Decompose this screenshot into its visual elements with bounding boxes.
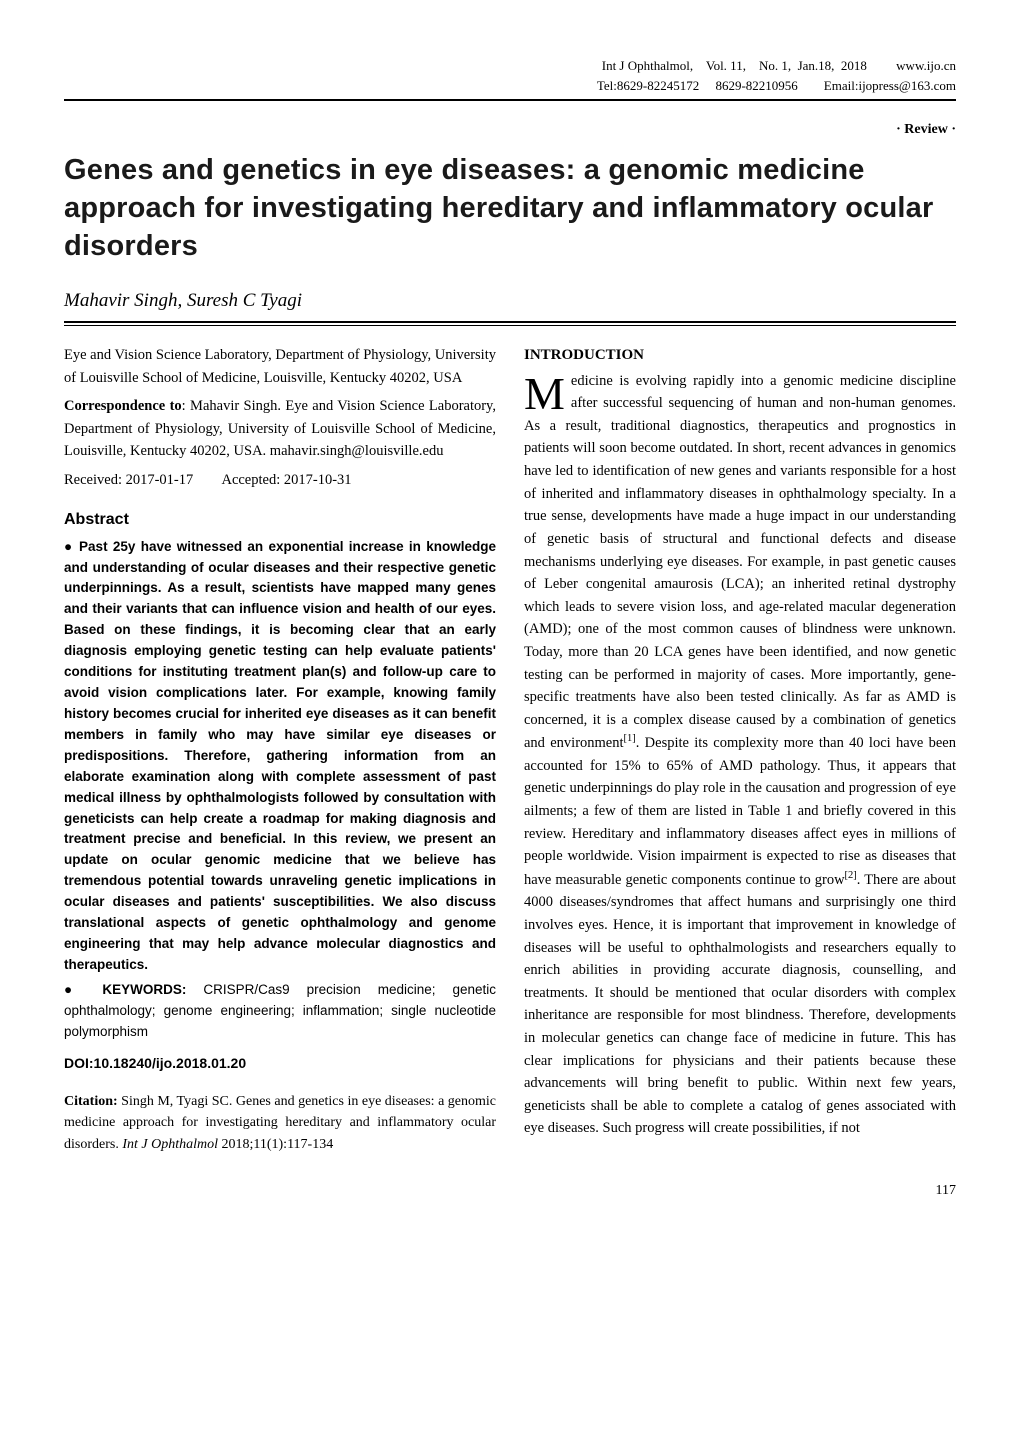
accepted-date: Accepted: 2017-10-31 <box>221 472 351 488</box>
header-email: Email:ijopress@163.com <box>824 78 956 93</box>
affiliation: Eye and Vision Science Laboratory, Depar… <box>64 344 496 389</box>
header-journal: Int J Ophthalmol, <box>602 58 693 73</box>
keywords: ● KEYWORDS: CRISPR/Cas9 precision medici… <box>64 980 496 1043</box>
two-column-layout: Eye and Vision Science Laboratory, Depar… <box>64 344 956 1156</box>
article-type-tag: · Review · <box>64 119 956 141</box>
journal-header: Int J Ophthalmol, Vol. 11, No. 1, Jan.18… <box>64 56 956 101</box>
author-rule-thin <box>64 325 956 326</box>
citation-journal: Int J Ophthalmol <box>122 1137 218 1152</box>
intro-text-2: . Despite its complexity more than 40 lo… <box>524 735 956 887</box>
header-line-2: Tel:8629-82245172 8629-82210956 Email:ij… <box>64 76 956 96</box>
right-column: INTRODUCTION Medicine is evolving rapidl… <box>524 344 956 1156</box>
doi: DOI:10.18240/ijo.2018.01.20 <box>64 1053 496 1075</box>
abstract-body: ● Past 25y have witnessed an exponential… <box>64 537 496 976</box>
page: Int J Ophthalmol, Vol. 11, No. 1, Jan.18… <box>0 0 1020 1242</box>
author-rule-thick <box>64 321 956 323</box>
citation-loc: 2018;11(1):117-134 <box>218 1137 333 1152</box>
intro-text-3: . There are about 4000 diseases/syndrome… <box>524 872 956 1137</box>
introduction-body: Medicine is evolving rapidly into a geno… <box>524 370 956 1140</box>
article-title: Genes and genetics in eye diseases: a ge… <box>64 151 956 266</box>
left-column: Eye and Vision Science Laboratory, Depar… <box>64 344 496 1156</box>
abstract-heading: Abstract <box>64 508 496 533</box>
date-spacer <box>193 472 221 488</box>
header-site: www.ijo.cn <box>896 58 956 73</box>
dates: Received: 2017-01-17 Accepted: 2017-10-3… <box>64 469 496 492</box>
keywords-label: ● KEYWORDS: <box>64 982 186 997</box>
ref-sup-1: [1] <box>624 733 636 744</box>
correspondence-label: Correspondence to <box>64 398 182 414</box>
page-number: 117 <box>64 1180 956 1202</box>
citation: Citation: Singh M, Tyagi SC. Genes and g… <box>64 1091 496 1156</box>
received-date: Received: 2017-01-17 <box>64 472 193 488</box>
header-issue: Vol. 11, No. 1, Jan.18, 2018 <box>706 58 867 73</box>
header-tel: Tel:8629-82245172 8629-82210956 <box>597 78 798 93</box>
citation-label: Citation: <box>64 1094 118 1109</box>
intro-text-1: edicine is evolving rapidly into a genom… <box>524 373 956 752</box>
introduction-heading: INTRODUCTION <box>524 344 956 367</box>
header-line-1: Int J Ophthalmol, Vol. 11, No. 1, Jan.18… <box>64 56 956 76</box>
dropcap: M <box>524 370 571 413</box>
correspondence: Correspondence to: Mahavir Singh. Eye an… <box>64 395 496 463</box>
authors: Mahavir Singh, Suresh C Tyagi <box>64 286 956 316</box>
ref-sup-2: [2] <box>845 870 857 881</box>
